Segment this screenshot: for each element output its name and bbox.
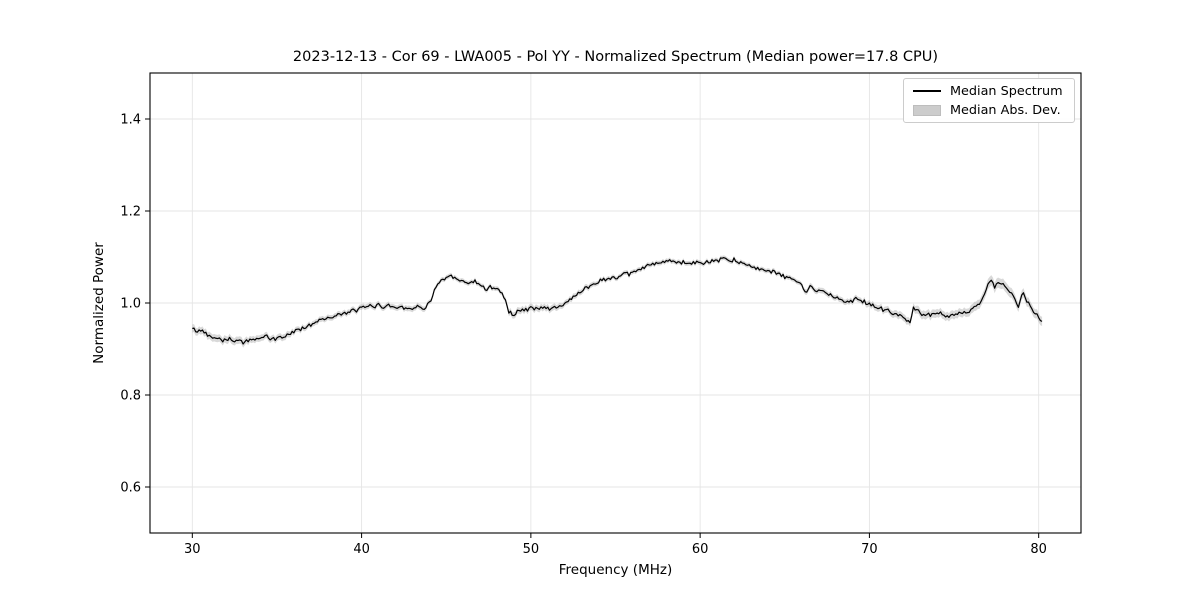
chart-title: 2023-12-13 - Cor 69 - LWA005 - Pol YY - …: [292, 49, 939, 65]
x-tick-label: 30: [184, 542, 201, 557]
y-tick-label: 1.4: [120, 113, 141, 128]
y-axis-label: Normalized Power: [91, 242, 107, 364]
y-tick-label: 0.8: [120, 389, 141, 404]
median-spectrum-line-swatch: [913, 90, 941, 92]
x-tick-label: 80: [1030, 542, 1047, 557]
y-tick-label: 1.2: [120, 205, 141, 220]
legend-label-median-spectrum: Median Spectrum: [950, 83, 1063, 99]
y-tick-label: 1.0: [120, 297, 141, 312]
x-axis-label: Frequency (MHz): [558, 562, 673, 578]
y-tick-label: 0.6: [120, 481, 141, 496]
legend-label-median-abs-dev: Median Abs. Dev.: [950, 102, 1061, 118]
x-tick-label: 70: [861, 542, 878, 557]
legend: Median Spectrum Median Abs. Dev.: [903, 78, 1075, 123]
x-tick-label: 50: [523, 542, 540, 557]
legend-item-median-spectrum: Median Spectrum: [913, 82, 1066, 100]
x-tick-label: 40: [353, 542, 370, 557]
legend-item-median-abs-dev: Median Abs. Dev.: [913, 101, 1066, 119]
median-abs-dev-band: [192, 255, 1043, 348]
median-abs-dev-patch-swatch: [913, 104, 941, 116]
median-spectrum-line: [192, 257, 1043, 345]
x-tick-label: 60: [692, 542, 709, 557]
